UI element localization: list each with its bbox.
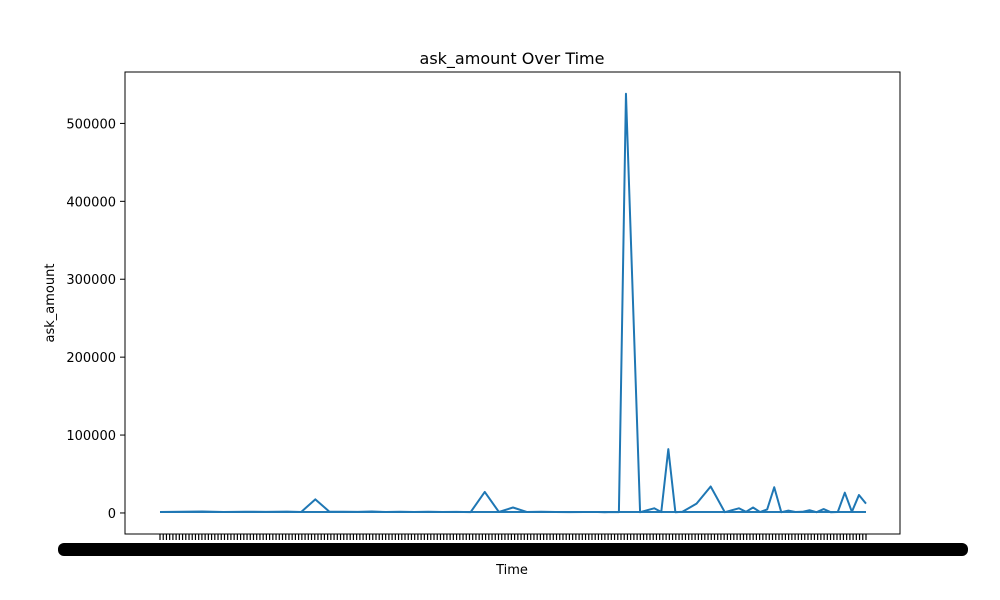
y-axis-label: ask_amount: [43, 264, 58, 343]
y-tick-label: 200000: [66, 351, 116, 366]
y-tick-label: 100000: [66, 429, 116, 444]
y-tick-label: 500000: [66, 117, 116, 132]
y-tick-label: 0: [108, 507, 116, 522]
y-tick-label: 400000: [66, 195, 116, 210]
plot-area: [159, 92, 867, 514]
y-tick-label: 300000: [66, 273, 116, 288]
plot-frame: [124, 71, 901, 535]
x-axis: [58, 534, 968, 556]
y-axis: 0 100000 200000 300000 400000 500000: [66, 117, 125, 522]
x-axis-label: Time: [495, 563, 528, 578]
x-tick-labels-overlap: [58, 543, 968, 556]
series-baseline-band: [160, 511, 866, 513]
chart-title: ask_amount Over Time: [420, 49, 605, 69]
